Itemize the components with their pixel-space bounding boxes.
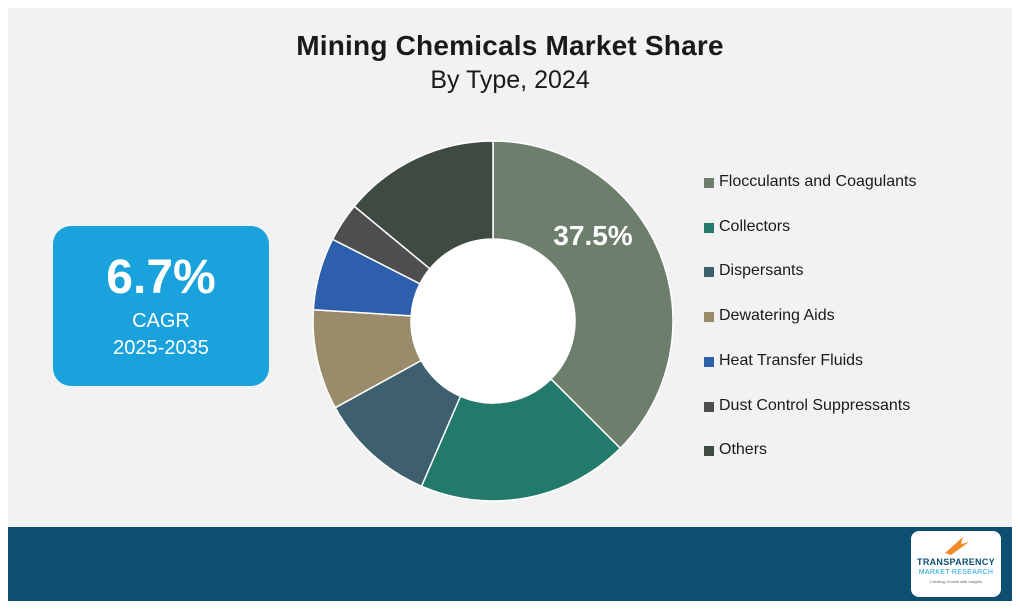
legend-label: Others — [719, 441, 768, 459]
legend-swatch — [704, 222, 714, 233]
legend-label: Dispersants — [719, 262, 804, 280]
donut-hole — [411, 239, 575, 403]
legend-swatch — [704, 356, 714, 367]
donut-chart: 37.5% — [312, 140, 674, 502]
cagr-label: CAGR — [132, 310, 190, 332]
footer-bar — [8, 527, 1012, 601]
legend-swatch — [704, 312, 714, 323]
brand-logo: TRANSPARENCY MARKET RESEARCH Creating Gr… — [911, 531, 1001, 597]
chart-panel: Mining Chemicals Market Share By Type, 2… — [8, 8, 1012, 601]
legend-swatch — [704, 401, 714, 412]
cagr-period: 2025-2035 — [113, 337, 209, 359]
legend-swatch — [704, 446, 714, 457]
legend-label: Dust Control Suppressants — [719, 396, 911, 414]
logo-tagline: Creating Growth with Insights — [929, 579, 983, 584]
chart-subtitle: By Type, 2024 — [430, 66, 590, 94]
legend-swatch — [704, 178, 714, 188]
legend-label: Dewatering Aids — [719, 307, 835, 325]
data-label-flocculants-and-coagulants: 37.5% — [553, 220, 632, 251]
legend-label: Heat Transfer Fluids — [719, 351, 864, 369]
upward-arrow-logo-icon — [945, 537, 969, 555]
cagr-value: 6.7% — [106, 251, 216, 304]
logo-text-secondary: MARKET RESEARCH — [918, 569, 994, 576]
legend-label: Flocculants and Coagulants — [719, 173, 917, 190]
logo-text-primary: TRANSPARENCY — [917, 557, 995, 567]
chart-title: Mining Chemicals Market Share — [296, 30, 724, 61]
legend-swatch — [704, 267, 714, 278]
legend-label: Collectors — [719, 217, 791, 235]
cagr-badge: 6.7% CAGR 2025-2035 — [53, 226, 269, 386]
